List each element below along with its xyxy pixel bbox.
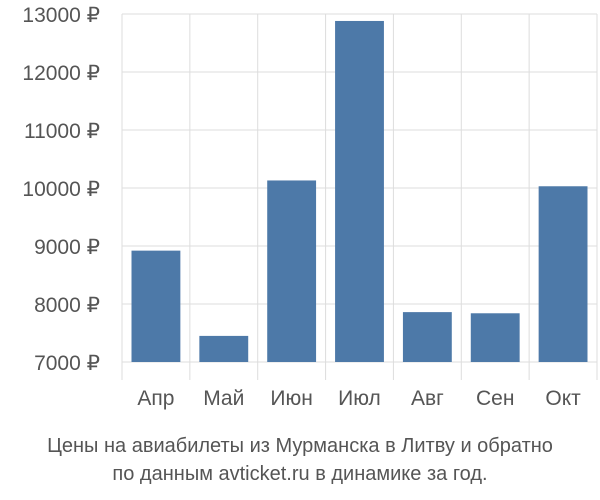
bars [131,20,588,363]
x-axis-labels: Апр Май Июн Июл Авг Сен Окт [137,387,581,410]
y-tick-label: 13000 ₽ [22,4,100,27]
x-tick-label: Июл [338,387,381,410]
bar-4 [335,20,384,363]
bar-1 [131,250,181,362]
x-tick-label: Апр [137,387,174,410]
y-tick-label: 9000 ₽ [34,236,100,259]
chart-caption-line-1: Цены на авиабилеты из Мурманска в Литву … [47,435,553,457]
y-tick-label: 7000 ₽ [34,352,100,375]
x-tick-label: Сен [476,387,514,410]
y-tick-label: 8000 ₽ [34,294,100,317]
x-tick-label: Май [203,387,244,410]
bar-2 [199,335,249,362]
y-tick-label: 10000 ₽ [22,178,100,201]
bar-6 [470,313,520,362]
bar-chart: 7000 ₽ 8000 ₽ 9000 ₽ 10000 ₽ 11000 ₽ 12000 ₽ 1… [22,4,598,410]
chart-caption-line-2: по данным avticket.ru в динамике за год. [112,463,488,485]
bar-5 [402,312,452,362]
x-tick-label: Июн [270,387,312,410]
x-tick-label: Окт [545,387,581,410]
y-tick-label: 12000 ₽ [22,62,100,85]
x-tick-label: Авг [411,387,444,410]
y-axis-labels: 7000 ₽ 8000 ₽ 9000 ₽ 10000 ₽ 11000 ₽ 12000 ₽ 1… [22,4,100,375]
y-tick-label: 11000 ₽ [24,120,100,143]
bar-7 [538,186,588,362]
bar-3 [267,180,317,362]
